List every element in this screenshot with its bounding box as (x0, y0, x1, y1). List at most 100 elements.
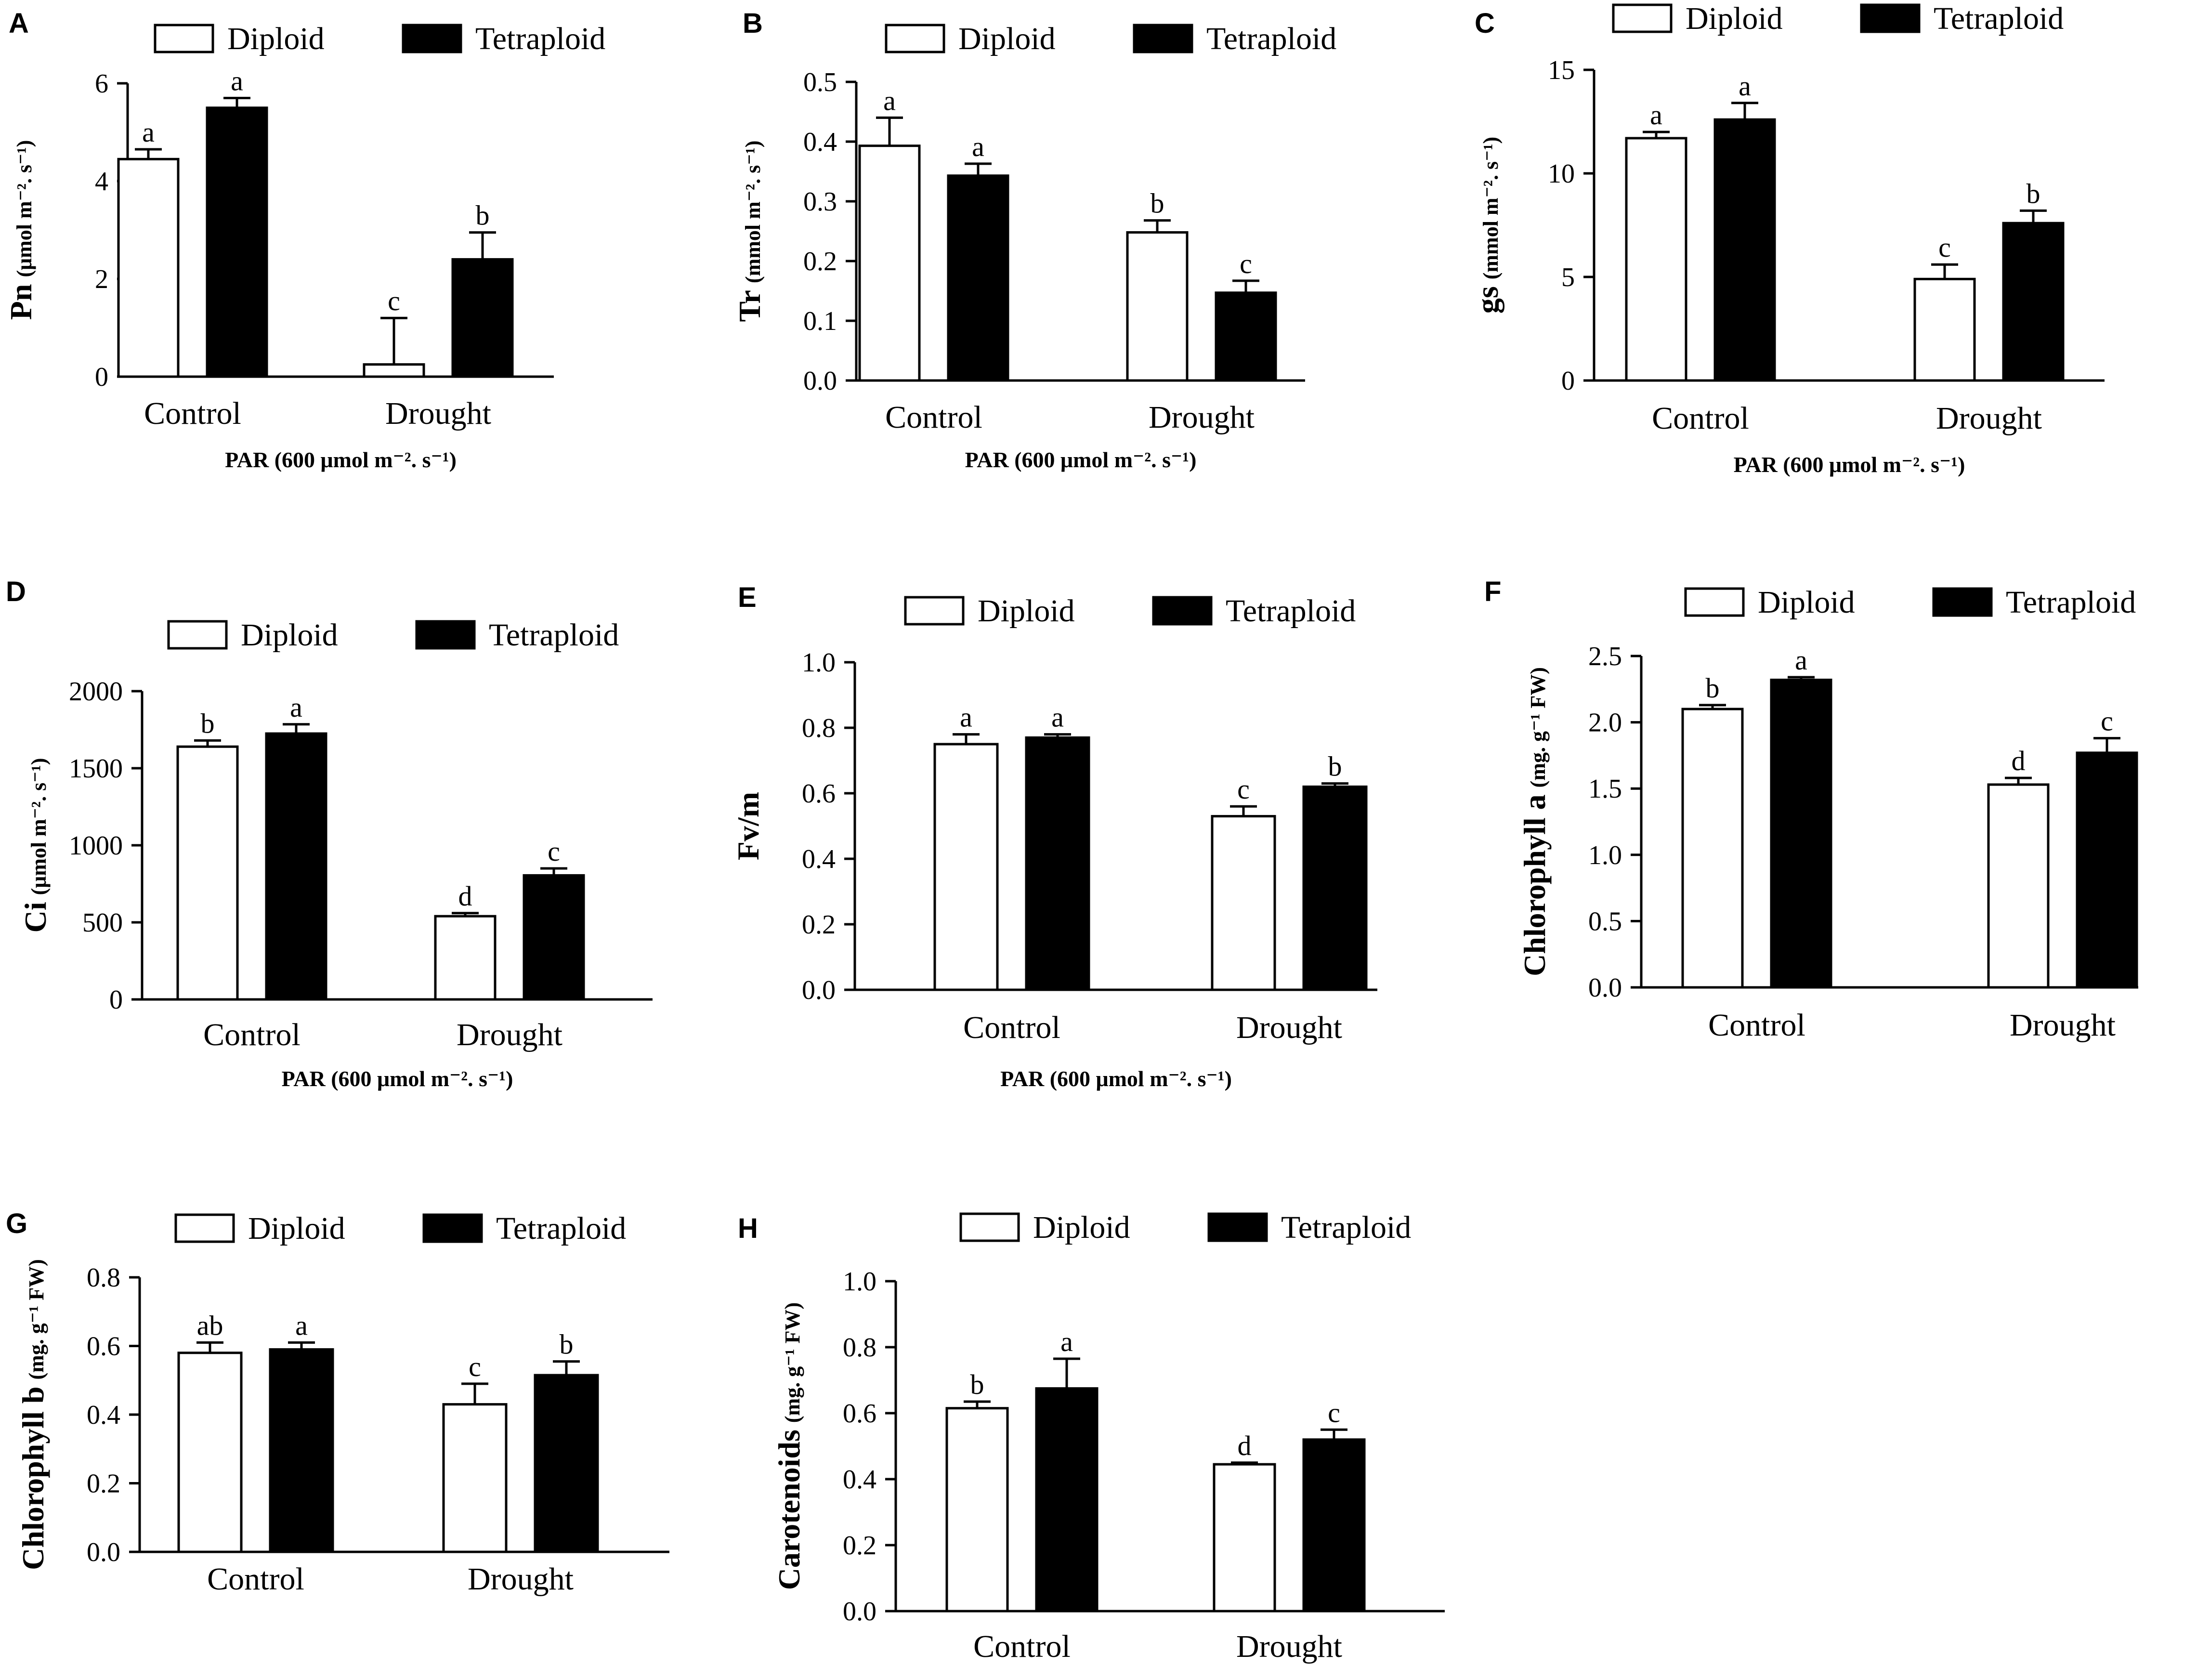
legend-label-tetraploid: Tetraploid (1206, 21, 1336, 56)
significance-label: c (1240, 248, 1252, 279)
legend-label-diploid: Diploid (1686, 1, 1783, 36)
significance-label: b (476, 200, 490, 231)
y-tick-label: 0.2 (843, 1531, 876, 1561)
panel-b: B Diploid Tetraploid 0.0 0.1 0.2 0.3 0.4 0.5 a b a c… (732, 8, 1336, 472)
bar-diploid-control (176, 745, 239, 1001)
bar-diploid-control (177, 1352, 243, 1553)
legend: Diploid Tetraploid (904, 593, 1356, 629)
category-label: Control (973, 1629, 1071, 1664)
y-tick-label: 0 (109, 985, 123, 1015)
y-axis-label: Chlorophyll a(mg. g⁻¹ FW) (1517, 667, 1552, 976)
significance-label: b (1328, 751, 1342, 782)
y-tick-label: 0.3 (803, 187, 837, 217)
significance-label: a (290, 692, 302, 723)
bar-tetraploid-control (1713, 118, 1776, 382)
panel-letter: G (6, 1208, 27, 1239)
x-axis-label: PAR (600 μmol m⁻². s⁻¹) (1000, 1066, 1232, 1091)
category-label: Drought (457, 1017, 562, 1052)
bar-diploid-control (1625, 137, 1687, 382)
bar-diploid-drought (434, 915, 497, 1001)
bar-diploid-control (1681, 708, 1744, 989)
legend-swatch-tetraploid (1207, 1212, 1268, 1242)
x-axis-label: PAR (600 μmol m⁻². s⁻¹) (1734, 452, 1965, 477)
y-axis-label: Ci(μmol m⁻². s⁻¹) (18, 758, 52, 933)
category-label: Control (1652, 401, 1749, 436)
legend: Diploid Tetraploid (1612, 1, 2064, 36)
legend-label-diploid: Diploid (978, 593, 1075, 629)
legend-label-tetraploid: Tetraploid (489, 617, 619, 653)
significance-label: c (548, 836, 560, 867)
y-tick-label: 6 (95, 69, 108, 99)
legend-label-tetraploid: Tetraploid (2006, 585, 2136, 620)
significance-label: b (560, 1329, 574, 1360)
bar-tetraploid-drought (1302, 785, 1368, 991)
y-tick-label: 2000 (69, 677, 123, 707)
significance-label: ab (197, 1310, 223, 1341)
y-axis-label: Fv/m (731, 792, 765, 860)
bar-diploid-control (933, 743, 999, 991)
bar-diploid-drought (1987, 783, 2050, 989)
significance-label: c (1328, 1397, 1340, 1428)
significance-label: a (1060, 1326, 1073, 1357)
legend-label-diploid: Diploid (248, 1211, 345, 1246)
category-label: Control (207, 1562, 304, 1597)
y-tick-label: 0.0 (803, 366, 837, 396)
bar-tetraploid-drought (2002, 222, 2065, 382)
significance-label: b (970, 1369, 984, 1400)
legend-swatch-tetraploid (422, 1213, 483, 1243)
significance-label: a (1795, 644, 1807, 676)
significance-label: a (295, 1310, 308, 1341)
legend-swatch-diploid (174, 1213, 235, 1243)
significance-label: c (2101, 706, 2113, 737)
significance-label: d (1238, 1430, 1252, 1461)
y-tick-label: 0.4 (843, 1465, 876, 1495)
bar-diploid-drought (1913, 277, 1976, 382)
y-axis-label: Pn(μmol m⁻². s⁻¹) (4, 140, 38, 320)
legend-swatch-diploid (904, 596, 965, 626)
significance-label: b (1706, 672, 1720, 704)
category-label: Control (885, 400, 982, 435)
y-tick-label: 5 (1561, 262, 1575, 292)
y-axis-label: Carotenoids(mg. g⁻¹ FW) (772, 1302, 806, 1590)
bar-tetraploid-control (947, 174, 1009, 382)
y-tick-label: 0.2 (802, 910, 836, 940)
y-tick-label: 10 (1548, 159, 1575, 189)
legend-swatch-tetraploid (1133, 24, 1193, 53)
y-tick-label: 0.4 (803, 127, 837, 157)
category-label: Drought (1236, 1629, 1342, 1664)
legend: Diploid Tetraploid (167, 617, 619, 653)
legend-swatch-tetraploid (1152, 596, 1213, 626)
y-tick-label: 0.6 (87, 1332, 120, 1362)
y-tick-label: 0.8 (843, 1333, 876, 1363)
bar-diploid-control (945, 1407, 1009, 1613)
y-tick-label: 0.5 (803, 67, 837, 97)
legend-label-diploid: Diploid (1758, 585, 1855, 620)
panel-f: F Diploid Tetraploid 0.0 0.5 1.0 1.5 2.0 2.5 b d a c… (1484, 576, 2138, 1043)
y-tick-label: 0.4 (87, 1400, 120, 1430)
significance-label: a (231, 65, 243, 96)
panel-d: D Diploid Tetraploid 0 500 1000 1500 2000 b d a c Co… (6, 576, 653, 1091)
bar-tetraploid-drought (534, 1374, 599, 1553)
y-axis-label: Chlorophyll b(mg. g⁻¹ FW) (16, 1259, 50, 1570)
y-tick-label: 0.0 (802, 975, 836, 1005)
y-tick-label: 1000 (69, 831, 123, 861)
y-tick-label: 2 (95, 264, 108, 294)
y-tick-label: 1.5 (1588, 774, 1622, 804)
panel-letter: A (9, 8, 29, 39)
category-label: Control (1708, 1008, 1805, 1043)
bar-tetraploid-drought (451, 258, 514, 378)
x-axis-label: PAR (600 μmol m⁻². s⁻¹) (282, 1066, 513, 1091)
y-tick-label: 0.8 (87, 1263, 120, 1293)
bar-tetraploid-control (1770, 679, 1832, 989)
legend: Diploid Tetraploid (174, 1211, 626, 1246)
y-tick-label: 0 (1561, 366, 1575, 396)
bar-tetraploid-drought (2076, 751, 2138, 989)
legend: Diploid Tetraploid (959, 1210, 1411, 1245)
legend-label-tetraploid: Tetraploid (1934, 1, 2064, 36)
legend-label-tetraploid: Tetraploid (496, 1211, 626, 1246)
x-axis-label: PAR (600 μmol m⁻². s⁻¹) (965, 447, 1197, 472)
bar-tetraploid-control (265, 732, 327, 1001)
legend-label-diploid: Diploid (241, 617, 338, 653)
panel-g: G Diploid Tetraploid0.00.20.40.60.8abcabCo… (6, 1208, 669, 1597)
